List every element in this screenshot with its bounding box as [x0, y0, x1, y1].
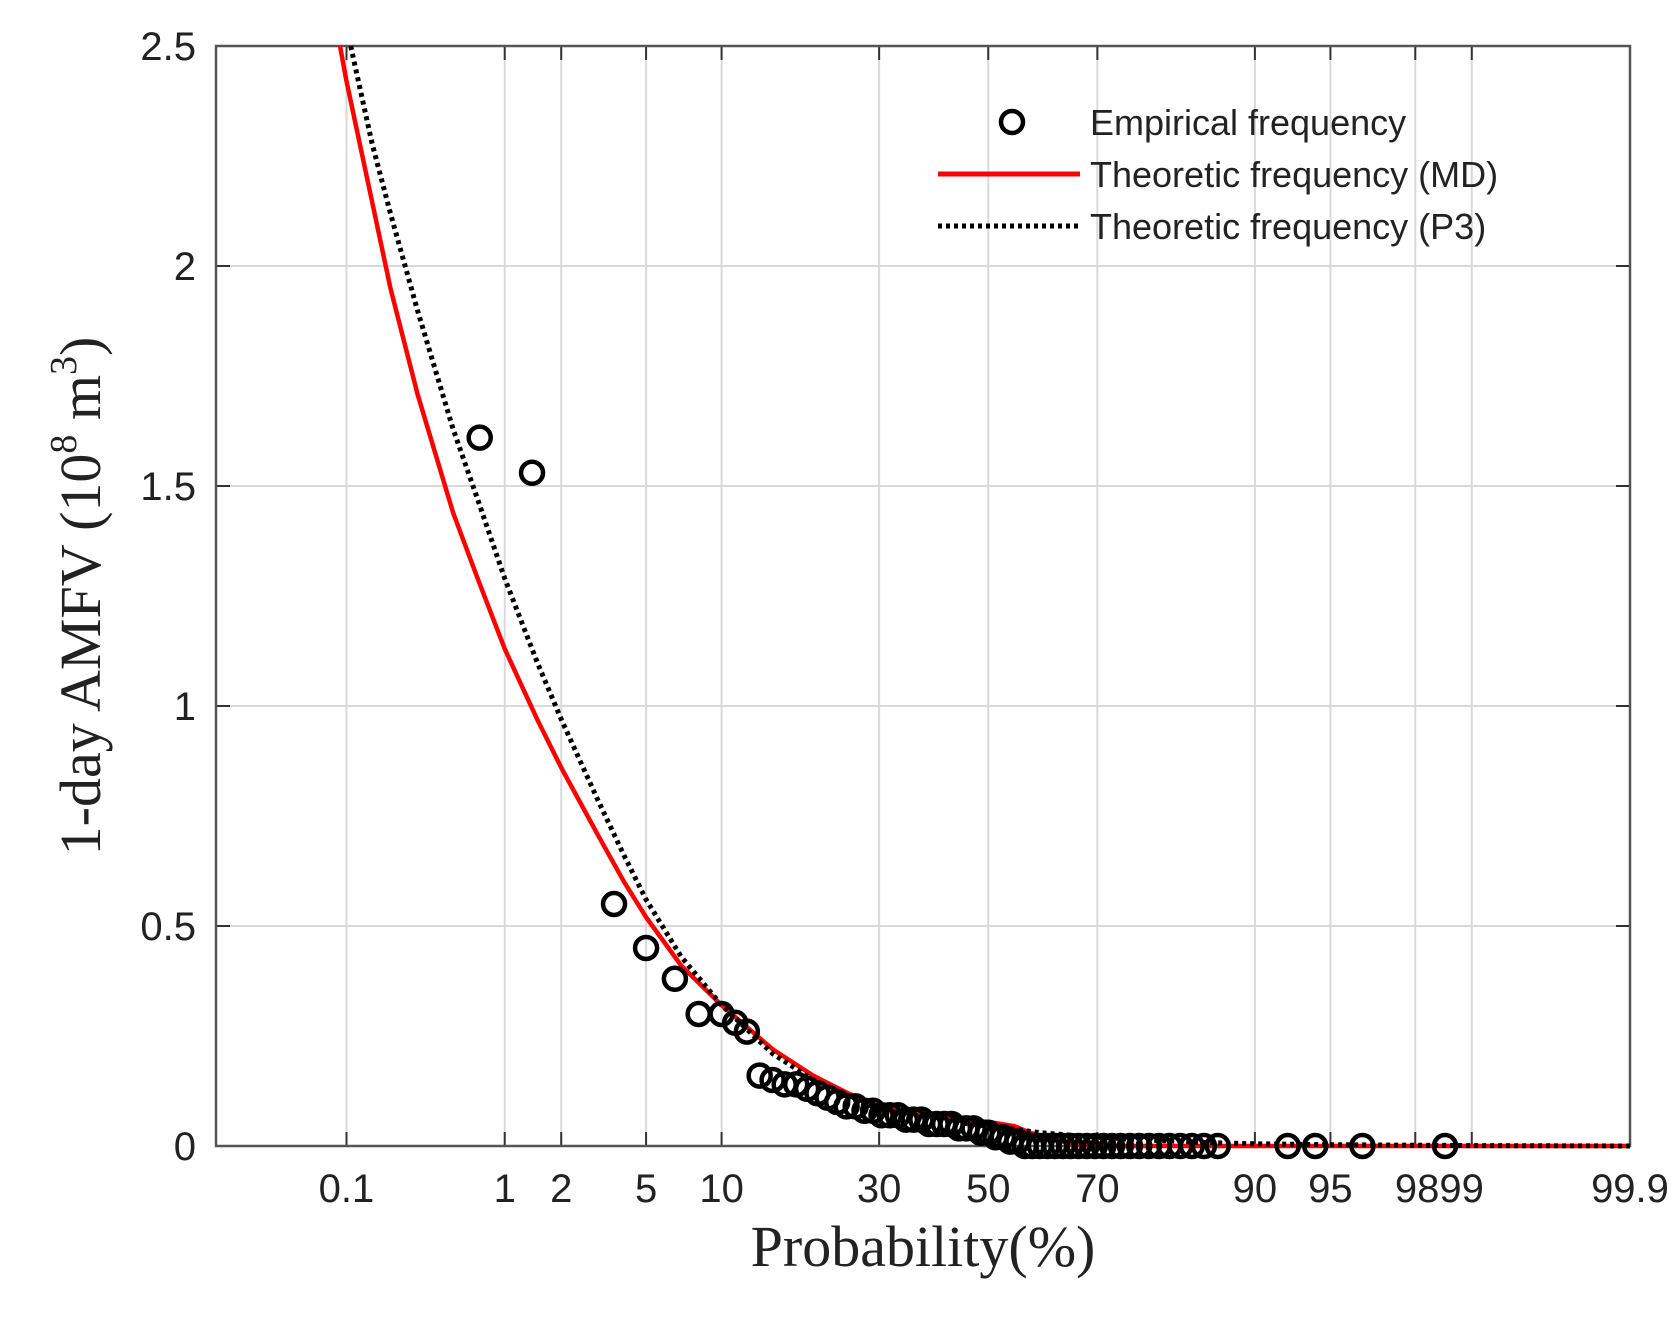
series-empirical	[466, 424, 1459, 1160]
empirical-point	[1204, 1132, 1232, 1160]
legend-label: Theoretic frequency (MD)	[1090, 154, 1498, 195]
x-tick-label: 90	[1233, 1167, 1278, 1211]
y-axis-title: 1-day AMFV (108 m3)	[43, 337, 113, 856]
empirical-point	[876, 1101, 904, 1129]
legend: Empirical frequency Theoretic frequency (…	[938, 102, 1498, 247]
y-tick-label: 1	[174, 685, 196, 729]
empirical-point	[1116, 1132, 1144, 1160]
empirical-point	[661, 965, 689, 993]
empirical-point	[600, 890, 628, 918]
axes: 0.1 1 2 5 10 30 50 70 90 95 9899 99.900.511.522.5	[140, 25, 1669, 1211]
x-tick-label: 30	[857, 1167, 902, 1211]
x-tick-label: 95	[1308, 1167, 1353, 1211]
empirical-point	[1090, 1132, 1117, 1160]
x-tick-label: 2	[550, 1167, 572, 1211]
empirical-point	[759, 1066, 786, 1094]
empirical-point	[1301, 1132, 1329, 1160]
empirical-point	[1178, 1132, 1206, 1160]
y-axis-title-exp: 8	[43, 435, 85, 454]
empirical-point	[1190, 1132, 1218, 1160]
plot-frame	[214, 44, 1632, 1148]
empirical-point	[1098, 1132, 1126, 1160]
empirical-point	[1065, 1132, 1092, 1160]
empirical-point	[733, 1018, 761, 1045]
empirical-point	[833, 1093, 860, 1120]
empirical-point	[851, 1097, 878, 1125]
x-tick-label: 1	[494, 1167, 516, 1211]
empirical-point	[1081, 1132, 1109, 1160]
empirical-point	[518, 459, 546, 487]
empirical-point	[1274, 1132, 1302, 1160]
empirical-point	[1057, 1132, 1084, 1160]
x-tick-label: 70	[1075, 1167, 1120, 1211]
y-tick-label: 1.5	[140, 465, 196, 509]
y-axis-title-unit-exp: 3	[43, 356, 85, 375]
legend-label: Empirical frequency	[1090, 102, 1406, 143]
x-tick-label: 99.9	[1591, 1167, 1669, 1211]
empirical-point	[1126, 1132, 1153, 1160]
empirical-point	[1431, 1132, 1459, 1160]
axis-labels: Probability(%) 1-day AMFV (108 m3)	[43, 337, 1095, 1279]
y-tick-label: 0.5	[140, 905, 196, 949]
x-axis-title: Probability(%)	[751, 1214, 1096, 1279]
x-tick-label: 10	[699, 1167, 744, 1211]
legend-label: Theoretic frequency (P3)	[1090, 206, 1486, 247]
x-tick-label: 9899	[1395, 1167, 1484, 1211]
y-axis-title-prefix: 1-day AMFV (10	[48, 454, 113, 856]
empirical-point	[632, 934, 660, 962]
y-tick-label: 2	[174, 245, 196, 289]
y-tick-label: 0	[174, 1125, 196, 1169]
legend-marker-empirical	[998, 108, 1026, 136]
y-tick-label: 2.5	[140, 25, 196, 69]
x-tick-label: 5	[635, 1167, 657, 1211]
empirical-point	[868, 1101, 895, 1129]
y-axis-title-suffix: )	[48, 337, 113, 356]
plot-background	[216, 46, 1630, 1146]
empirical-point	[1073, 1132, 1100, 1160]
empirical-point	[1107, 1132, 1135, 1160]
x-tick-label: 50	[966, 1167, 1011, 1211]
empirical-point	[1349, 1132, 1376, 1160]
empirical-point	[466, 424, 493, 451]
empirical-point	[746, 1062, 773, 1089]
x-tick-label: 0.1	[319, 1167, 375, 1211]
y-axis-title-unit: m	[48, 375, 113, 435]
